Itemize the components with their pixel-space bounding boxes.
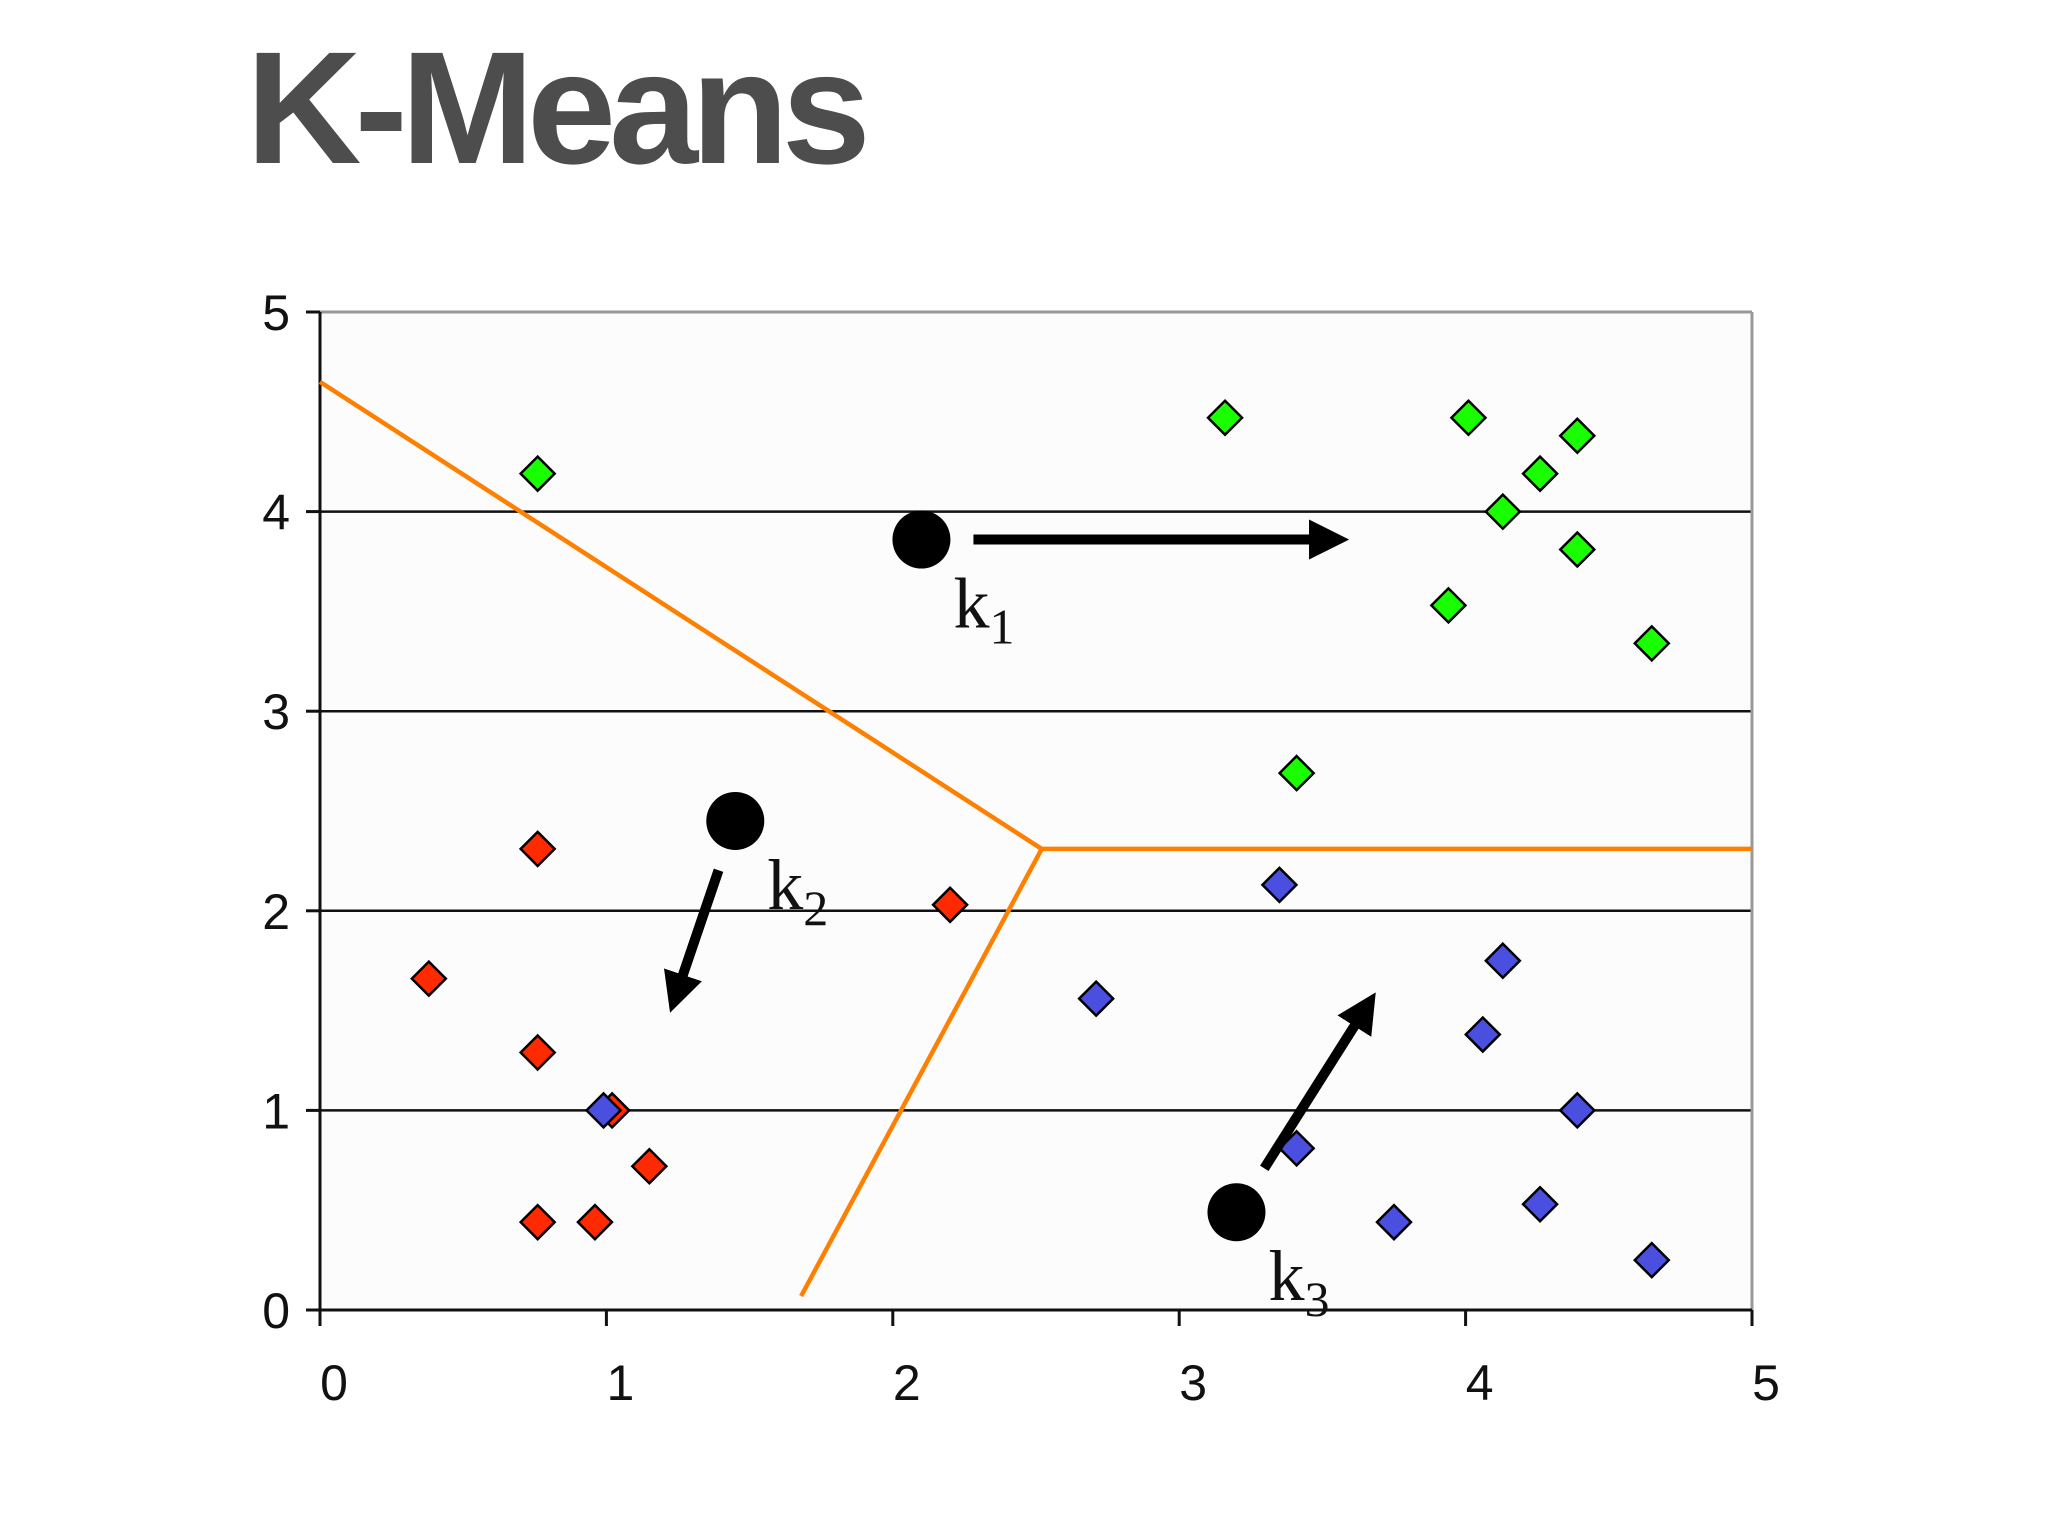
y-tick-label: 0 bbox=[262, 1283, 290, 1339]
cluster1-point bbox=[518, 454, 557, 493]
x-tick-label: 3 bbox=[1179, 1355, 1207, 1411]
cluster1-point bbox=[1206, 399, 1244, 437]
x-tick-label: 0 bbox=[320, 1355, 348, 1411]
cluster1-point bbox=[1632, 624, 1671, 663]
cluster1-point bbox=[1558, 530, 1597, 569]
cluster3-point bbox=[1260, 866, 1299, 904]
cluster2-point bbox=[518, 1203, 557, 1241]
cluster3-point bbox=[1558, 1091, 1597, 1130]
centroid-label: k bbox=[767, 845, 803, 925]
axes: 0 1 2 3 4 5 0 1 2 3 4 5 bbox=[262, 285, 1780, 1411]
centroid-marker bbox=[1207, 1183, 1266, 1242]
centroid-label-subscript: 3 bbox=[1304, 1271, 1329, 1327]
cluster1-point bbox=[1449, 399, 1488, 437]
cluster2-point bbox=[518, 1033, 557, 1072]
cluster1-point bbox=[1558, 416, 1597, 455]
x-tick-label: 1 bbox=[606, 1355, 634, 1411]
centroid-marker bbox=[892, 510, 951, 569]
x-tick-label: 4 bbox=[1466, 1355, 1494, 1411]
cluster3-point bbox=[1632, 1241, 1671, 1279]
centroid-label: k bbox=[953, 564, 989, 644]
centroids: k 1k 2k 3 bbox=[664, 510, 1376, 1327]
boundary-line bbox=[799, 847, 1044, 1298]
centroid-move-arrow bbox=[664, 868, 724, 1013]
cluster3-point bbox=[1077, 979, 1115, 1018]
y-tick-label: 2 bbox=[262, 884, 290, 940]
boundary-line bbox=[318, 379, 1043, 851]
cluster1-point bbox=[1277, 754, 1316, 792]
page-title: K-Means bbox=[246, 18, 871, 197]
cluster-boundaries bbox=[318, 379, 1752, 1298]
centroid-move-arrow bbox=[1260, 992, 1376, 1171]
x-tick-label: 2 bbox=[893, 1355, 921, 1411]
cluster3-point bbox=[1484, 941, 1522, 980]
data-points bbox=[410, 399, 1671, 1279]
y-tick-label: 5 bbox=[262, 285, 290, 341]
centroid-marker bbox=[706, 791, 765, 850]
cluster2-point bbox=[931, 886, 969, 924]
centroid-label: k bbox=[1268, 1236, 1304, 1316]
cluster2-point bbox=[576, 1203, 614, 1241]
cluster3-point bbox=[584, 1091, 623, 1130]
cluster3-point bbox=[1375, 1203, 1413, 1241]
y-tick-label: 4 bbox=[262, 485, 290, 541]
centroid-label-subscript: 1 bbox=[989, 599, 1014, 655]
x-tick-label: 5 bbox=[1752, 1355, 1780, 1411]
plot-frame bbox=[320, 310, 1754, 1310]
cluster1-point bbox=[1429, 586, 1468, 625]
cluster3-point bbox=[1464, 1015, 1502, 1054]
cluster3-point bbox=[1521, 1185, 1559, 1223]
cluster2-point bbox=[410, 959, 448, 998]
cluster2-point bbox=[630, 1147, 669, 1186]
cluster2-point bbox=[518, 830, 557, 868]
centroid-label-subscript: 2 bbox=[803, 880, 828, 936]
cluster1-point bbox=[1521, 454, 1559, 493]
cluster1-point bbox=[1484, 492, 1522, 531]
plot-area bbox=[320, 312, 1752, 1310]
y-tick-label: 3 bbox=[262, 684, 290, 740]
y-tick-label: 1 bbox=[262, 1083, 290, 1139]
